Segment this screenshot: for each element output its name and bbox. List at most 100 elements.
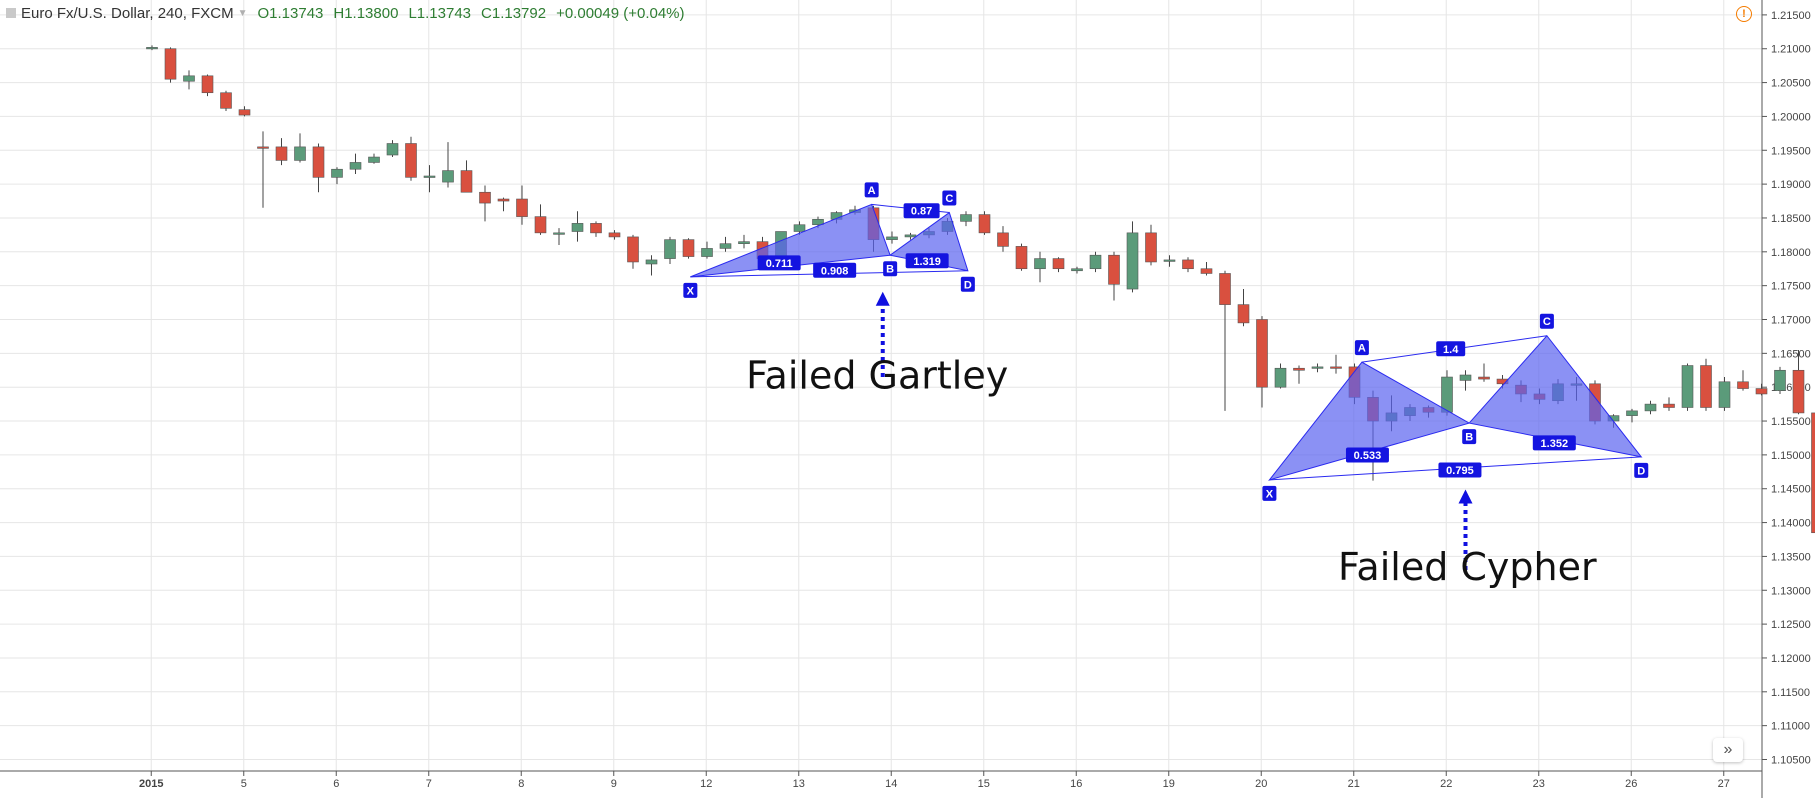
candle-up xyxy=(553,228,565,246)
time-tick-label: 6 xyxy=(333,778,339,790)
candle-down xyxy=(1015,243,1028,271)
point-label-text: C xyxy=(945,193,953,205)
candle-down xyxy=(590,221,602,237)
candle-body xyxy=(978,214,991,234)
price-tick-label: 1.21500 xyxy=(1771,10,1811,22)
time-tick-label: 9 xyxy=(611,778,617,790)
point-label-a: A xyxy=(864,182,879,198)
candle-down xyxy=(1219,270,1231,411)
point-label-b: B xyxy=(1462,429,1477,445)
candle-down xyxy=(1200,261,1213,276)
candle-up xyxy=(1163,255,1176,267)
price-tick-label: 1.11500 xyxy=(1771,687,1810,699)
scroll-to-realtime-button[interactable]: » xyxy=(1713,738,1743,762)
ratio-label: 1.319 xyxy=(905,253,949,269)
time-tick-label: 8 xyxy=(518,778,524,790)
candle-down xyxy=(275,138,288,166)
candle-body xyxy=(1163,259,1176,262)
point-label-d: D xyxy=(1634,462,1649,478)
candle-body xyxy=(1644,403,1657,412)
candle-body xyxy=(812,219,824,226)
candle-up xyxy=(1089,251,1102,273)
candle-up xyxy=(904,232,917,240)
harmonic-pattern-cypher[interactable]: 0.533 1.4 0.795 1.352 X A B C D Failed Cypher xyxy=(1262,313,1649,589)
point-label-text: B xyxy=(1465,432,1473,444)
candle-down xyxy=(1737,370,1749,391)
candle-up xyxy=(1311,363,1324,373)
candle-down xyxy=(497,197,510,212)
candle-body xyxy=(294,146,306,161)
point-label-text: A xyxy=(1358,343,1366,355)
ratio-label-text: 0.711 xyxy=(766,258,793,270)
candle-up xyxy=(1626,408,1638,423)
candle-up xyxy=(719,236,732,252)
point-label-text: B xyxy=(886,264,894,276)
point-label-text: X xyxy=(687,285,695,297)
candle-body xyxy=(183,75,195,82)
candle-body xyxy=(1200,268,1213,274)
candle-up xyxy=(1034,251,1046,283)
candle-down xyxy=(238,106,251,117)
candle-body xyxy=(497,198,510,202)
ratio-label: 1.352 xyxy=(1532,435,1576,451)
point-label-text: C xyxy=(1543,316,1551,328)
ratio-label: 0.795 xyxy=(1438,462,1482,478)
candle-body xyxy=(1478,376,1490,380)
point-label-b: B xyxy=(883,261,898,277)
ratio-label-bg xyxy=(1532,435,1576,451)
candle-down xyxy=(1792,349,1805,415)
chevron-down-icon[interactable]: ▼ xyxy=(237,7,248,19)
candle-body xyxy=(1755,388,1768,395)
candle-down xyxy=(1052,257,1065,273)
candle-up xyxy=(1071,266,1083,274)
point-label-c: C xyxy=(942,190,957,206)
point-label-bg xyxy=(683,282,698,298)
ohlc-high: H1.13800 xyxy=(333,4,399,22)
candle-body xyxy=(1700,365,1712,408)
point-label-bg xyxy=(1354,340,1369,356)
candle-body xyxy=(553,232,565,235)
ohlc-change: +0.00049 (+0.04%) xyxy=(556,4,685,22)
candle-body xyxy=(793,224,806,232)
candle-up xyxy=(349,153,362,174)
time-axis[interactable]: 2015 5 6 7 8 9 12 13 14 15 16 19 20 21 22 23 26 27 xyxy=(139,771,1730,790)
harmonic-pattern-gartley[interactable]: 0.711 0.908 0.87 1.319 X A B C D Failed Gartley xyxy=(683,182,1008,398)
time-tick-label: 7 xyxy=(426,778,432,790)
point-label-bg xyxy=(942,190,957,206)
point-label-text: D xyxy=(1637,465,1645,477)
price-tick-label: 1.11000 xyxy=(1771,721,1810,733)
point-label-d: D xyxy=(960,276,975,292)
candle-up xyxy=(294,133,306,163)
candle-body xyxy=(534,216,547,234)
candle-body xyxy=(590,223,602,234)
price-tick-label: 1.20500 xyxy=(1771,78,1811,90)
price-tick-label: 1.12500 xyxy=(1771,619,1811,631)
time-tick-label: 14 xyxy=(885,778,897,790)
candle-body xyxy=(1330,366,1342,369)
candle-up xyxy=(645,255,658,276)
time-tick-label: 20 xyxy=(1255,778,1267,790)
candle-down xyxy=(608,230,621,240)
candle-body xyxy=(571,223,584,232)
ratio-label-text: 0.795 xyxy=(1446,465,1474,477)
alert-circle-icon[interactable]: ! xyxy=(1736,6,1752,22)
candle-body xyxy=(645,259,658,265)
price-tick-label: 1.15000 xyxy=(1771,450,1811,462)
candle-down xyxy=(201,74,214,97)
price-tick-label: 1.15500 xyxy=(1771,416,1811,428)
symbol-header: Euro Fx/U.S. Dollar, 240, FXCM ▼ O1.1374… xyxy=(6,3,695,23)
candle-down xyxy=(312,143,325,193)
ratio-label-bg xyxy=(905,253,949,269)
candle-up xyxy=(1681,363,1694,411)
candle-body xyxy=(442,170,454,183)
candle-down xyxy=(516,185,528,225)
candle-body xyxy=(960,214,972,222)
price-tick-label: 1.10500 xyxy=(1771,754,1811,766)
price-tick-label: 1.13500 xyxy=(1771,551,1811,563)
candle-down xyxy=(1293,365,1305,384)
candle-body xyxy=(1626,410,1638,416)
time-tick-label: 27 xyxy=(1718,778,1730,790)
symbol-title[interactable]: Euro Fx/U.S. Dollar, 240, FXCM xyxy=(21,4,234,22)
